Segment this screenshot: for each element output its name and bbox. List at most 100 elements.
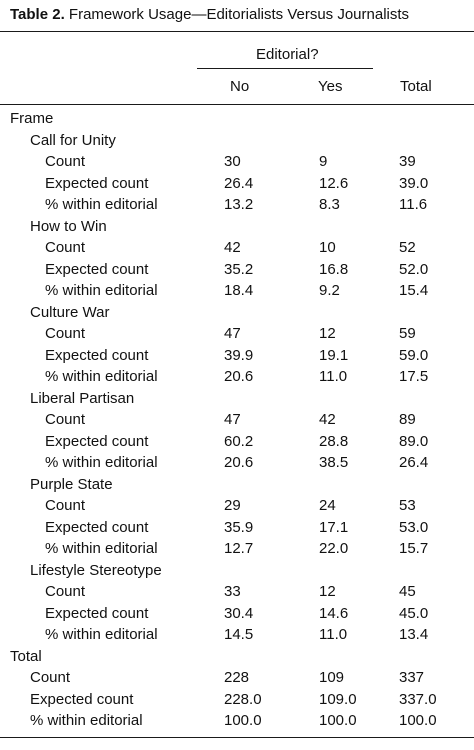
table-row: Count 33 12 45 [0, 581, 474, 602]
cell-no: 29 [224, 497, 241, 514]
row-label: % within editorial [45, 282, 158, 299]
cell-yes: 17.1 [319, 518, 349, 536]
table-row: Count 29 24 53 [0, 495, 474, 516]
cell-no: 39.9 [224, 346, 254, 364]
frame-group-label: Culture War [0, 302, 474, 323]
cell-no: 30.4 [224, 604, 254, 622]
cell-no: 13.2 [224, 196, 254, 213]
row-label: Expected count [30, 690, 134, 708]
table-row: % within editorial 12.7 22.0 15.7 [0, 538, 474, 559]
row-label: Expected count [45, 346, 149, 364]
cell-total: 52.0 [399, 260, 429, 278]
cell-yes: 12 [319, 325, 336, 342]
cell-no: 30 [224, 153, 241, 170]
table-row: Count 30 9 39 [0, 151, 474, 172]
row-label: Call for Unity [30, 131, 116, 149]
row-label: Count [45, 153, 86, 170]
table-number: Table 2. [10, 6, 65, 23]
top-rule [0, 31, 474, 32]
cell-total: 52 [399, 239, 416, 256]
cell-total: 53.0 [399, 518, 429, 536]
row-label: Expected count [45, 174, 149, 192]
table-row: Count 42 10 52 [0, 237, 474, 258]
cell-yes: 38.5 [319, 454, 349, 471]
cell-yes: 10 [319, 239, 336, 256]
table-row: Expected count 39.9 19.1 59.0 [0, 345, 474, 366]
frame-group-label: Lifestyle Stereotype [0, 560, 474, 581]
cell-total: 15.4 [399, 282, 429, 299]
table-row: Count 47 12 59 [0, 323, 474, 344]
table-row: % within editorial 14.5 11.0 13.4 [0, 624, 474, 645]
row-label: % within editorial [45, 540, 158, 557]
row-label: % within editorial [45, 626, 158, 643]
row-label: Liberal Partisan [30, 389, 135, 407]
cell-no: 47 [224, 325, 241, 342]
frame-group-label: Call for Unity [0, 130, 474, 151]
cell-total: 53 [399, 497, 416, 514]
row-label: Expected count [45, 518, 149, 536]
cell-total: 100.0 [399, 712, 437, 729]
frame-group-label: Liberal Partisan [0, 388, 474, 409]
cell-no: 228.0 [224, 690, 262, 708]
cell-yes: 22.0 [319, 540, 349, 557]
cell-total: 59.0 [399, 346, 429, 364]
cell-yes: 8.3 [319, 196, 340, 213]
frame-group-label: Purple State [0, 474, 474, 495]
cell-total: 337 [399, 669, 425, 686]
cell-yes: 28.8 [319, 432, 349, 450]
cell-total: 45.0 [399, 604, 429, 622]
cell-total: 39.0 [399, 174, 429, 192]
cell-yes: 12.6 [319, 174, 349, 192]
row-label: % within editorial [45, 196, 158, 213]
row-label: Total [10, 647, 42, 665]
cell-yes: 100.0 [319, 712, 357, 729]
cell-no: 42 [224, 239, 241, 256]
header-total: Total [400, 78, 432, 95]
cell-no: 18.4 [224, 282, 254, 299]
table-row: % within editorial 13.2 8.3 11.6 [0, 194, 474, 215]
table-row: Expected count 60.2 28.8 89.0 [0, 431, 474, 452]
cell-yes: 109.0 [319, 690, 357, 708]
cell-total: 26.4 [399, 454, 429, 471]
cell-total: 13.4 [399, 626, 429, 643]
table-row: % within editorial 18.4 9.2 15.4 [0, 280, 474, 301]
cell-no: 35.2 [224, 260, 254, 278]
table-row: Expected count 30.4 14.6 45.0 [0, 603, 474, 624]
cell-no: 60.2 [224, 432, 254, 450]
cell-yes: 16.8 [319, 260, 349, 278]
row-label: Expected count [45, 604, 149, 622]
header-editorial-group: Editorial? [256, 46, 319, 63]
header-yes: Yes [318, 78, 343, 95]
total-row: Count 228 109 337 [0, 667, 474, 688]
cell-yes: 12 [319, 583, 336, 600]
row-label: Frame [10, 110, 54, 127]
group-underline [197, 68, 373, 69]
row-label: Count [30, 669, 71, 686]
row-label: Count [45, 239, 86, 256]
cell-total: 11.6 [399, 196, 428, 213]
cell-yes: 109 [319, 669, 345, 686]
cell-total: 39 [399, 153, 416, 170]
cell-total: 17.5 [399, 368, 429, 385]
frame-heading: Frame [0, 108, 474, 129]
row-label: Count [45, 411, 86, 428]
row-label: Count [45, 497, 86, 514]
row-label: Expected count [45, 260, 149, 278]
header-no: No [230, 78, 250, 95]
cell-no: 12.7 [224, 540, 254, 557]
cell-total: 337.0 [399, 690, 437, 708]
row-label: Expected count [45, 432, 149, 450]
frame-group-label: How to Win [0, 216, 474, 237]
cell-no: 26.4 [224, 174, 254, 192]
cell-yes: 11.0 [319, 368, 348, 385]
row-label: Purple State [30, 475, 113, 493]
table-title: Framework Usage—Editorialists Versus Jou… [68, 6, 410, 23]
row-label: % within editorial [45, 454, 158, 471]
row-label: Culture War [30, 303, 110, 321]
cell-yes: 19.1 [319, 346, 349, 364]
cell-yes: 9.2 [319, 282, 340, 299]
cell-yes: 42 [319, 411, 336, 428]
cell-no: 47 [224, 411, 241, 428]
cell-total: 89 [399, 411, 416, 428]
